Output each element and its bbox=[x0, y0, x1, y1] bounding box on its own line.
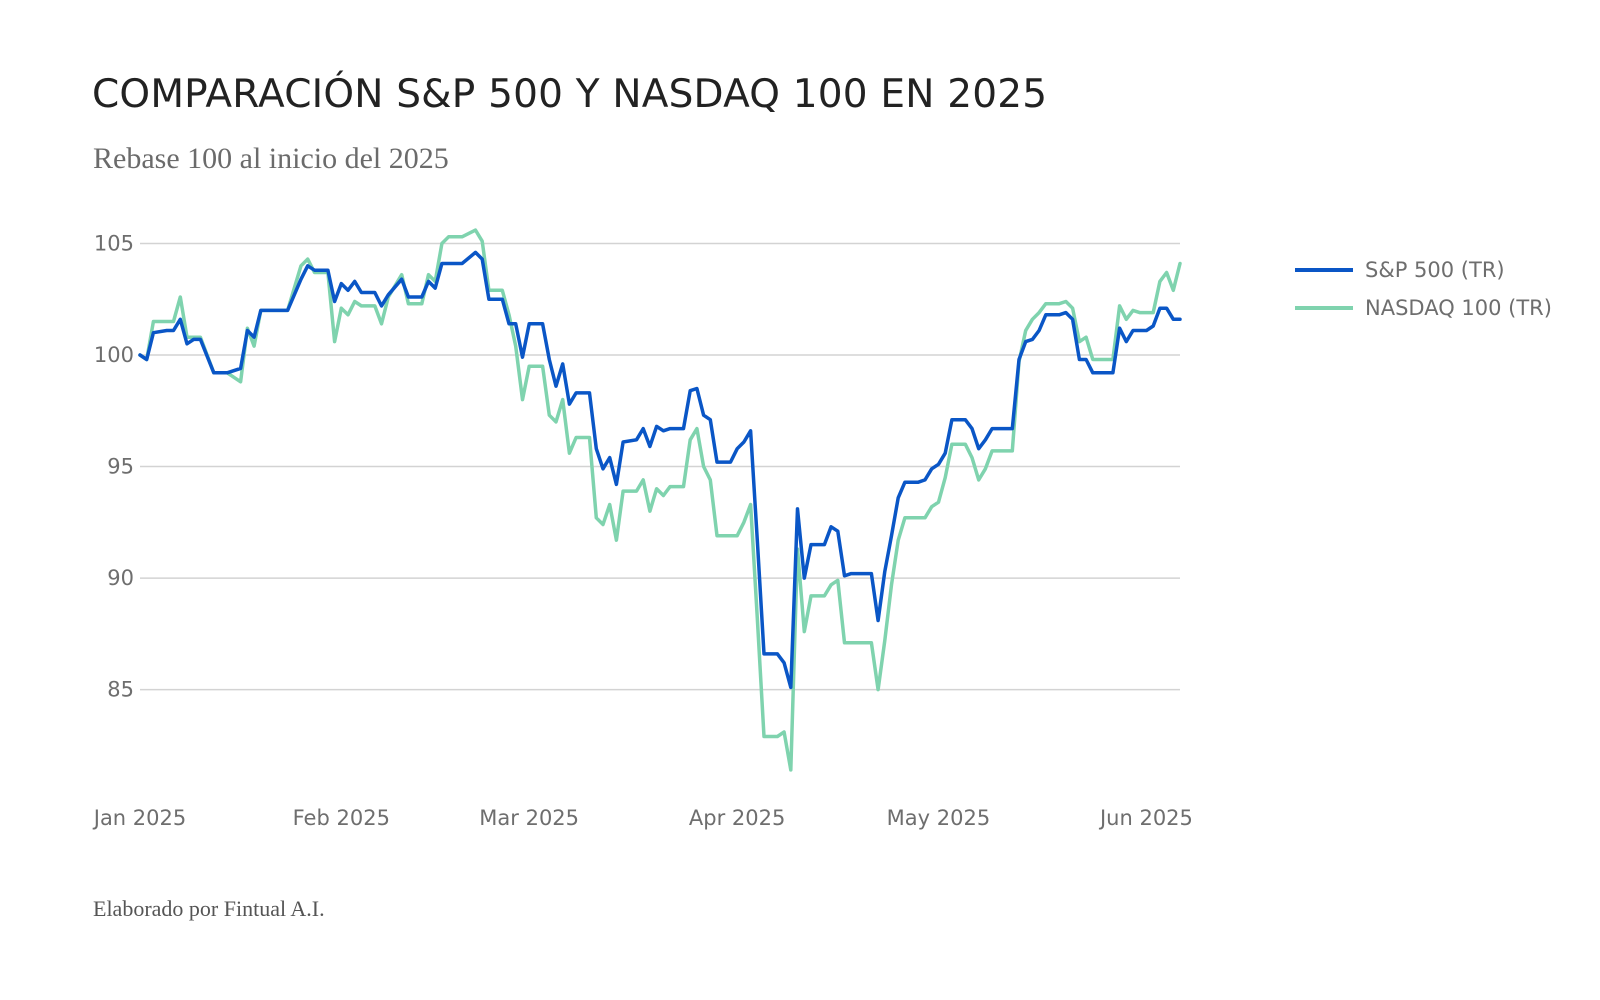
y-axis: 85 90 95 100 105 bbox=[94, 231, 134, 701]
x-tick-label: Mar 2025 bbox=[479, 806, 579, 830]
x-tick-label: Jan 2025 bbox=[92, 806, 187, 830]
series-layer bbox=[138, 228, 1182, 772]
chart-title: COMPARACIÓN S&P 500 Y NASDAQ 100 EN 2025 bbox=[92, 72, 1048, 117]
legend-label: NASDAQ 100 (TR) bbox=[1365, 296, 1552, 320]
x-tick-label: Jun 2025 bbox=[1098, 806, 1193, 830]
chart-subtitle: Rebase 100 al inicio del 2025 bbox=[93, 142, 449, 175]
y-tick-label: 100 bbox=[94, 343, 134, 367]
x-tick-label: May 2025 bbox=[887, 806, 991, 830]
y-tick-label: 85 bbox=[107, 678, 134, 702]
y-tick-label: 105 bbox=[94, 231, 134, 255]
y-tick-label: 90 bbox=[107, 566, 134, 590]
series-line-s-p-500-tr bbox=[138, 250, 1182, 690]
x-axis: Jan 2025 Feb 2025 Mar 2025 Apr 2025 May 2025… bbox=[92, 806, 1193, 830]
legend-label: S&P 500 (TR) bbox=[1365, 258, 1505, 282]
x-tick-label: Apr 2025 bbox=[689, 806, 785, 830]
x-tick-label: Feb 2025 bbox=[293, 806, 390, 830]
chart-footer: Elaborado por Fintual A.I. bbox=[93, 896, 325, 921]
gridlines bbox=[140, 242, 1180, 691]
legend: S&P 500 (TR) NASDAQ 100 (TR) bbox=[1295, 258, 1552, 320]
y-tick-label: 95 bbox=[107, 455, 134, 479]
